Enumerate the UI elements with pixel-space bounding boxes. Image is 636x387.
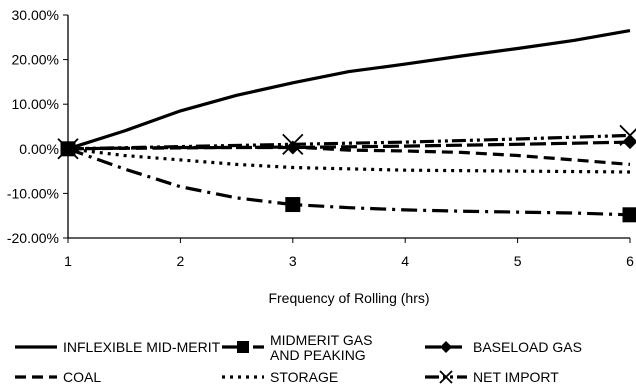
data-point: [282, 133, 304, 155]
data-point: [623, 135, 636, 150]
legend-item: STORAGE: [222, 369, 338, 385]
y-tick-label: -20.00%: [7, 230, 59, 246]
x-axis-title: Frequency of Rolling (hrs): [268, 290, 429, 306]
x-axis: 1 2 3 4 5 6: [64, 237, 634, 269]
legend-marker: [439, 370, 453, 384]
x-tick-label: 6: [626, 253, 634, 269]
plot-area: [57, 29, 636, 223]
legend-label: BASELOAD GAS: [473, 339, 582, 355]
series-line: [67, 29, 631, 151]
legend-label: AND PEAKING: [270, 347, 366, 363]
y-axis: -20.00% -10.00% 0.00% 10.00% 20.00% 30.00%: [7, 7, 69, 246]
data-point: [285, 197, 301, 213]
data-point: [622, 207, 636, 223]
x-tick-label: 4: [401, 253, 409, 269]
y-tick-label: 0.00%: [19, 141, 59, 157]
y-tick-label: -10.00%: [7, 185, 59, 201]
series-line: [67, 147, 631, 174]
legend-item: NET IMPORT: [425, 369, 559, 385]
legend-label: COAL: [63, 369, 101, 385]
data-point: [619, 124, 636, 147]
series-line: [67, 145, 631, 166]
series-line: [67, 147, 631, 217]
series-5: [57, 124, 636, 160]
y-tick-label: 20.00%: [12, 52, 59, 68]
legend-label: STORAGE: [270, 369, 338, 385]
x-tick-label: 1: [64, 253, 72, 269]
legend-marker: [237, 341, 249, 353]
legend-item: BASELOAD GAS: [425, 339, 582, 355]
legend-marker: [440, 341, 452, 353]
series-4: [67, 147, 631, 174]
x-tick-label: 5: [514, 253, 522, 269]
series-line: [67, 133, 631, 151]
series-1: [60, 141, 636, 223]
legend-label: INFLEXIBLE MID-MERIT: [63, 339, 221, 355]
series-0: [67, 29, 631, 151]
y-tick-label: 10.00%: [12, 96, 59, 112]
legend-label: NET IMPORT: [473, 369, 559, 385]
y-tick-label: 30.00%: [12, 7, 59, 23]
legend-label: MIDMERIT GAS: [270, 332, 372, 348]
series-3: [67, 145, 631, 166]
legend-item: INFLEXIBLE MID-MERIT: [15, 339, 221, 355]
legend-item: COAL: [15, 369, 101, 385]
x-tick-label: 3: [289, 253, 297, 269]
x-tick-label: 2: [177, 253, 185, 269]
